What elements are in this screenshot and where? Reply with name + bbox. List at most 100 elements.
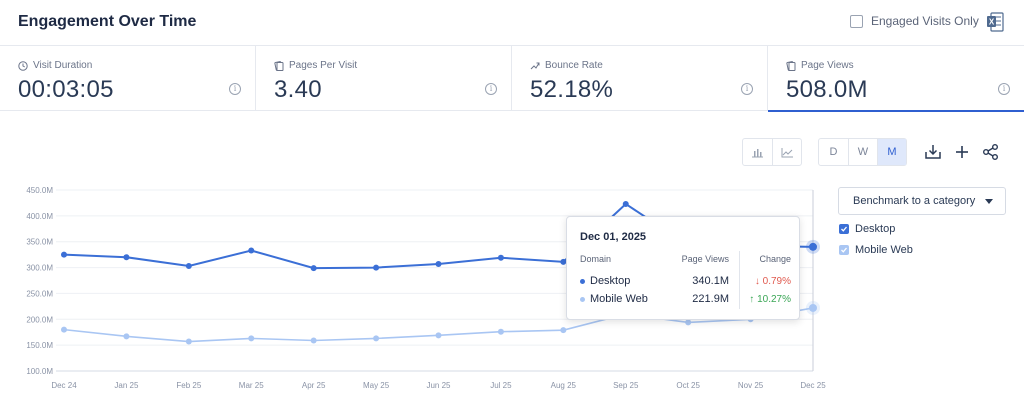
x-tick-label: Dec 24 [51, 381, 77, 390]
pageviews-icon [786, 60, 796, 71]
bar-chart-icon [752, 148, 763, 157]
data-point [123, 254, 130, 261]
data-point [435, 260, 442, 267]
data-point [61, 251, 67, 258]
x-tick-label: Jul 25 [490, 381, 512, 390]
excel-icon[interactable]: X [986, 12, 1004, 32]
add-icon[interactable] [953, 143, 971, 161]
data-point [123, 333, 130, 340]
pages-icon [274, 60, 284, 71]
tooltip-row-name: Desktop [590, 275, 631, 287]
metric-visit-duration[interactable]: Visit Duration 00:03:05 i [0, 46, 256, 111]
data-point [185, 338, 192, 345]
chart-type-toggle [742, 138, 802, 166]
x-tick-label: Oct 25 [676, 381, 700, 390]
clock-icon [18, 60, 28, 71]
legend-item-desktop[interactable]: Desktop [839, 223, 895, 235]
bounce-icon [530, 62, 540, 69]
data-point [310, 265, 317, 272]
metric-label-wrap: Bounce Rate [530, 60, 603, 71]
tooltip-row-change: ↑ 10.27% [749, 294, 791, 305]
data-point [373, 264, 380, 271]
data-point [248, 335, 255, 342]
metric-label-wrap: Pages Per Visit [274, 60, 357, 71]
data-point [185, 263, 192, 270]
metric-bounce-rate[interactable]: Bounce Rate 52.18% i [512, 46, 768, 111]
chevron-down-icon [985, 199, 993, 204]
y-tick-label: 150.0M [26, 341, 53, 350]
metric-label: Pages Per Visit [289, 60, 358, 71]
tooltip-col-domain: Domain [580, 254, 612, 264]
metric-value: 52.18% [530, 76, 614, 103]
tooltip-row-name: Mobile Web [590, 293, 648, 305]
y-tick-label: 400.0M [26, 212, 53, 221]
tooltip-col-views: Page Views [681, 254, 729, 264]
info-icon[interactable]: i [485, 83, 497, 95]
chart-tooltip: Dec 01, 2025 Domain Page Views Change De… [566, 216, 800, 320]
metric-label: Bounce Rate [545, 60, 603, 71]
data-point [809, 242, 817, 251]
metric-label: Visit Duration [33, 60, 93, 71]
y-tick-label: 100.0M [26, 367, 53, 376]
metric-page-views[interactable]: Page Views 508.0M i [768, 46, 1024, 112]
metric-label-wrap: Page Views [786, 60, 854, 71]
granularity-day[interactable]: D [829, 146, 838, 158]
x-tick-label: Mar 25 [239, 381, 264, 390]
x-tick-label: Jan 25 [114, 381, 139, 390]
engaged-visits-toggle[interactable]: Engaged Visits Only [850, 14, 979, 28]
svg-text:X: X [989, 18, 995, 27]
data-point [560, 327, 567, 334]
line-chart-button[interactable] [772, 139, 801, 165]
tooltip-row-desktop: Desktop [580, 275, 630, 287]
metric-pages-per-visit[interactable]: Pages Per Visit 3.40 i [256, 46, 512, 111]
tooltip-divider [739, 251, 740, 309]
info-icon[interactable]: i [998, 83, 1010, 95]
y-tick-label: 300.0M [26, 264, 53, 273]
data-point [809, 303, 817, 312]
tooltip-date: Dec 01, 2025 [580, 231, 647, 243]
checkbox-checked-icon[interactable] [839, 245, 849, 255]
info-icon[interactable]: i [741, 83, 753, 95]
y-tick-label: 350.0M [26, 238, 53, 247]
bar-chart-button[interactable] [743, 139, 772, 165]
x-tick-label: Jun 25 [426, 381, 451, 390]
y-tick-label: 450.0M [26, 186, 53, 195]
share-icon[interactable] [982, 143, 1000, 161]
legend-label: Mobile Web [855, 244, 913, 256]
benchmark-label: Benchmark to a category [853, 195, 976, 207]
data-point [373, 335, 380, 342]
data-point [622, 200, 629, 207]
info-icon[interactable]: i [229, 83, 241, 95]
data-point [497, 254, 504, 261]
x-tick-label: Apr 25 [302, 381, 326, 390]
engaged-visits-checkbox[interactable] [850, 14, 863, 28]
benchmark-dropdown[interactable]: Benchmark to a category [838, 187, 1006, 215]
data-point [497, 328, 504, 335]
granularity-toggle: D W M [818, 138, 907, 166]
series-dot-icon [580, 296, 585, 302]
download-icon[interactable] [924, 143, 942, 161]
metric-value: 00:03:05 [18, 76, 114, 103]
y-tick-label: 250.0M [26, 289, 53, 298]
checkbox-checked-icon[interactable] [839, 224, 849, 234]
tooltip-row-views: 340.1M [692, 275, 729, 287]
data-point [310, 337, 317, 344]
data-point [435, 332, 442, 339]
data-point [685, 319, 692, 326]
granularity-week[interactable]: W [848, 139, 877, 165]
y-tick-label: 200.0M [26, 315, 53, 324]
data-point [560, 258, 567, 265]
tooltip-col-change: Change [759, 254, 791, 264]
data-point [61, 326, 67, 333]
tooltip-row-mobile-web: Mobile Web [580, 293, 648, 305]
metrics-bar: Visit Duration 00:03:05 i Pages Per Visi… [0, 45, 1024, 112]
metric-label-wrap: Visit Duration [18, 60, 92, 71]
metric-value: 508.0M [786, 76, 868, 103]
series-dot-icon [580, 278, 585, 284]
line-chart-icon [781, 147, 793, 157]
x-tick-label: Nov 25 [738, 381, 764, 390]
data-point [248, 247, 255, 254]
granularity-month[interactable]: M [877, 139, 906, 165]
legend-item-mobile-web[interactable]: Mobile Web [839, 244, 913, 256]
engaged-visits-label: Engaged Visits Only [871, 14, 979, 28]
